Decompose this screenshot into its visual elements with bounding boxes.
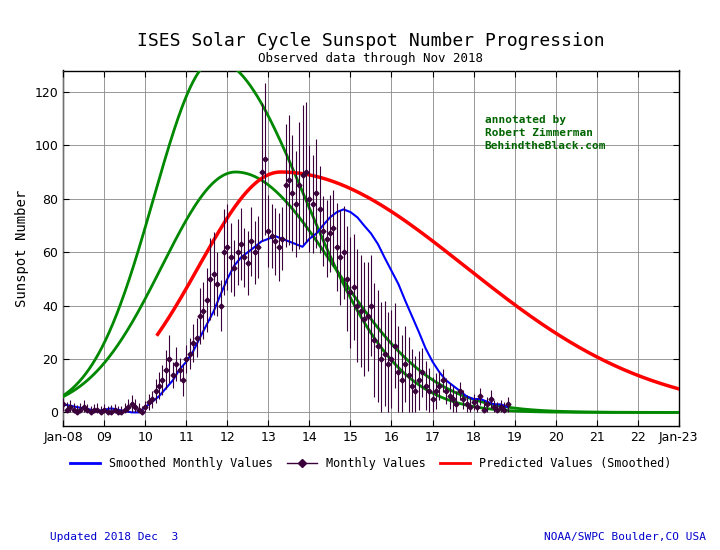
- Legend: Smoothed Monthly Values, Monthly Values, Predicted Values (Smoothed): Smoothed Monthly Values, Monthly Values,…: [66, 453, 676, 475]
- Title: ISES Solar Cycle Sunspot Number Progression: ISES Solar Cycle Sunspot Number Progress…: [138, 31, 605, 50]
- Y-axis label: Sunspot Number: Sunspot Number: [15, 190, 29, 307]
- Text: Observed data through Nov 2018: Observed data through Nov 2018: [258, 52, 484, 65]
- Text: annotated by
Robert Zimmerman
BehindtheBlack.com: annotated by Robert Zimmerman BehindtheB…: [485, 115, 606, 151]
- Text: NOAA/SWPC Boulder,CO USA: NOAA/SWPC Boulder,CO USA: [544, 532, 706, 542]
- Text: Updated 2018 Dec  3: Updated 2018 Dec 3: [50, 532, 179, 542]
